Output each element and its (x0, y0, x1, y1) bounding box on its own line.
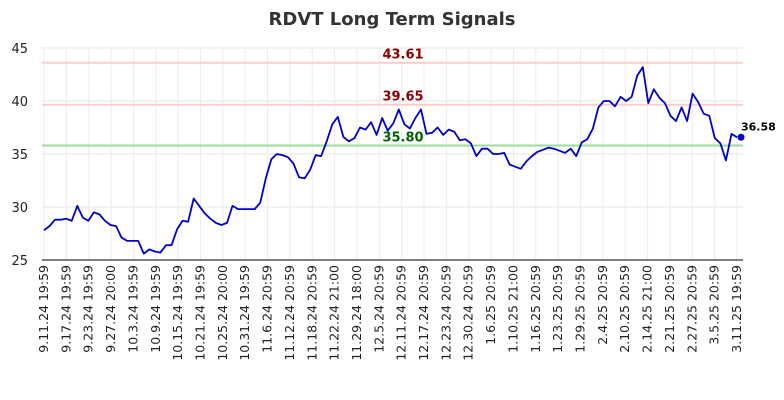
x-tick-label: 10.3.24 19:59 (125, 265, 140, 353)
x-tick-label: 1.16.25 20:59 (528, 265, 543, 353)
y-tick-label: 25 (11, 254, 28, 269)
y-tick-label: 40 (11, 95, 28, 110)
x-tick-label: 2.27.25 20:59 (684, 265, 699, 353)
x-tick-label: 1.23.25 20:59 (550, 265, 565, 353)
x-tick-label: 1.29.25 20:59 (573, 265, 588, 353)
price-line (43, 66, 738, 255)
x-tick-label: 12.5.24 20:59 (371, 265, 386, 353)
x-tick-label: 11.12.24 20:59 (282, 265, 297, 361)
grid (42, 47, 743, 261)
x-tick-label: 11.22.24 21:00 (327, 265, 342, 361)
x-tick-label: 12.11.24 20:59 (394, 265, 409, 361)
x-tick-label: 11.18.24 20:59 (304, 265, 319, 361)
level-label: 43.61 (382, 48, 423, 63)
x-tick-label: 2.21.25 20:59 (662, 265, 677, 353)
last-point-marker (737, 133, 745, 141)
x-tick-label: 9.27.24 20:00 (103, 265, 118, 353)
x-tick-label: 10.25.24 20:00 (215, 265, 230, 361)
level-label: 35.80 (382, 131, 423, 146)
x-tick-label: 10.21.24 19:59 (192, 265, 207, 361)
x-tick-label: 12.30.24 20:59 (461, 265, 476, 361)
x-tick-label: 3.11.25 19:59 (729, 265, 744, 353)
y-tick-label: 35 (11, 148, 28, 163)
level-label: 39.65 (382, 90, 423, 105)
y-tick-label: 30 (11, 201, 28, 216)
series-layer: 36.58 (43, 66, 776, 255)
x-tick-label: 10.9.24 19:59 (148, 265, 163, 353)
x-tick-label: 10.31.24 19:59 (237, 265, 252, 361)
x-tick-label: 12.23.24 20:59 (438, 265, 453, 361)
x-tick-label: 2.10.25 20:59 (617, 265, 632, 353)
x-tick-label: 9.17.24 19:59 (58, 265, 73, 353)
x-tick-label: 11.29.24 18:00 (349, 265, 364, 361)
x-tick-label: 12.17.24 20:59 (416, 265, 431, 361)
x-tick-label: 11.6.24 20:59 (260, 265, 275, 353)
x-tick-label: 9.23.24 19:59 (81, 265, 96, 353)
axes: 25 30 35 40 45 9.11.24 19:59 9.17.24 19:59 9.23… (11, 42, 744, 361)
signal-levels: 43.61 39.65 35.80 (42, 48, 743, 147)
x-tick-label: 2.4.25 20:59 (595, 265, 610, 345)
x-tick-label: 10.15.24 19:59 (170, 265, 185, 361)
x-tick-label: 1.10.25 21:00 (505, 265, 520, 353)
x-tick-label: 2.14.25 21:00 (640, 265, 655, 353)
x-tick-label: 3.5.25 20:59 (707, 265, 722, 345)
x-tick-label: 1.6.25 20:59 (483, 265, 498, 345)
y-tick-label: 45 (11, 42, 28, 57)
x-tick-label: 9.11.24 19:59 (36, 265, 51, 353)
chart-title: RDVT Long Term Signals (269, 9, 516, 30)
last-value-label: 36.58 (741, 120, 776, 133)
